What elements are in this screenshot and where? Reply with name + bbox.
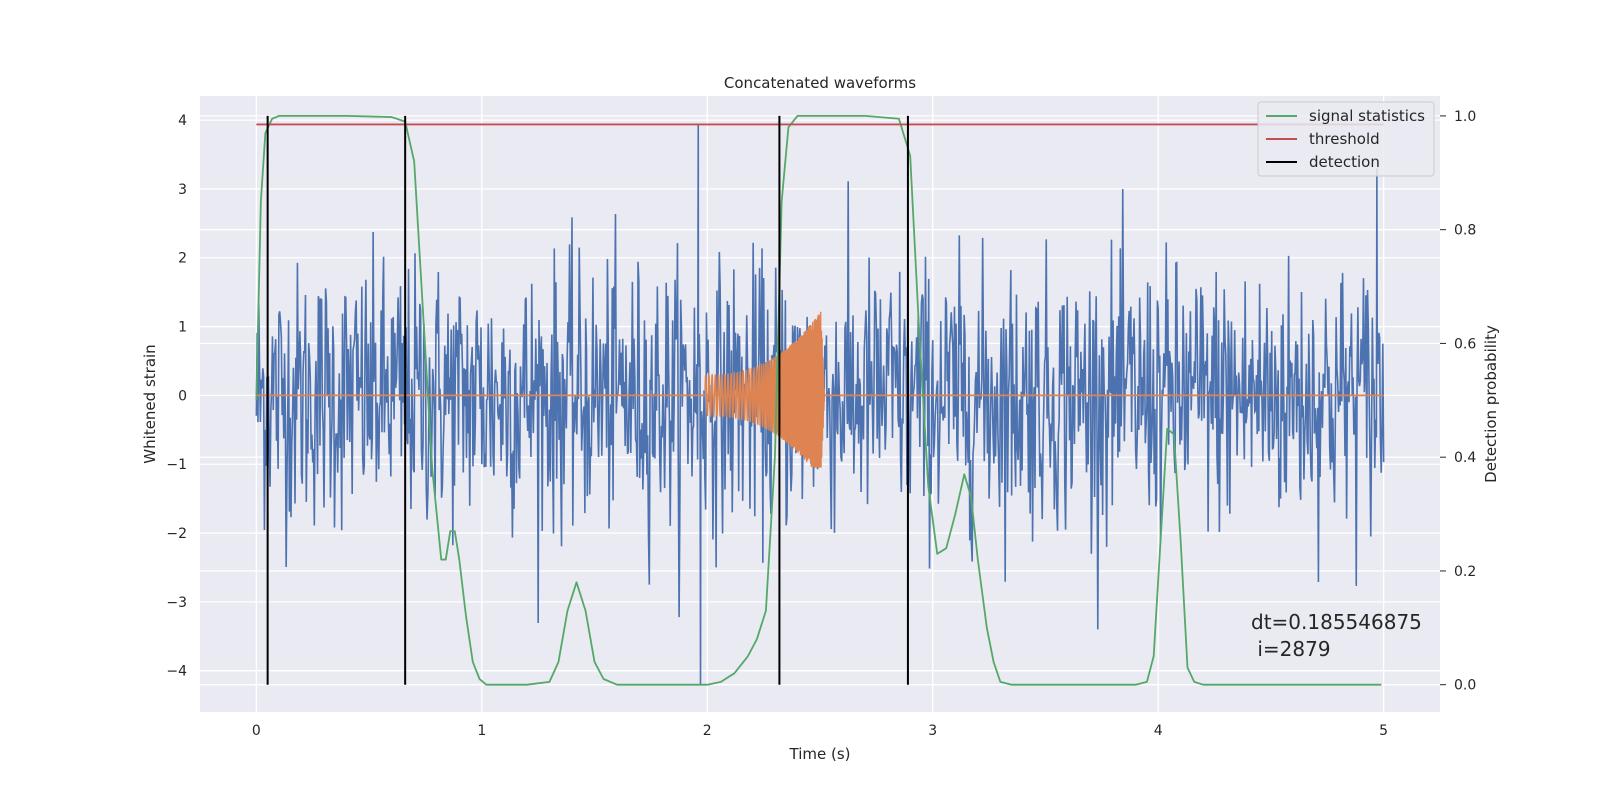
- y-tick-label: 2: [178, 251, 187, 267]
- x-tick-label: 2: [703, 723, 712, 739]
- y-tick-label: 4: [178, 113, 187, 129]
- signal-statistics-line: [255, 115, 1382, 686]
- y2-tick-label: 0.4: [1454, 450, 1476, 466]
- annotation-i: i=2879: [1251, 637, 1331, 661]
- legend-label-threshold: threshold: [1309, 130, 1380, 148]
- annotation-dt: dt=0.185546875: [1251, 610, 1422, 634]
- y2-tick-label: 0.6: [1454, 336, 1476, 352]
- legend-label-detection: detection: [1309, 153, 1380, 171]
- y-tick-label: 3: [178, 182, 187, 198]
- y-axis-label: Whitened strain: [141, 344, 159, 463]
- legend-box: [1257, 101, 1435, 177]
- x-tick-label: 1: [477, 723, 486, 739]
- y-tick-label: 0: [178, 388, 187, 404]
- chart-title: Concatenated waveforms: [724, 74, 916, 92]
- y2-tick-label: 0.8: [1454, 223, 1476, 239]
- x-tick-label: 4: [1154, 723, 1163, 739]
- x-tick-label: 3: [928, 723, 937, 739]
- y-tick-label: −3: [166, 595, 187, 611]
- x-axis-label: Time (s): [789, 745, 851, 763]
- series-layer: [255, 115, 1385, 686]
- series-injected-signal-line: [704, 311, 827, 468]
- axes: 0 1 2 3 4 5 −4 −3 −2 −1 0 1 2 3 4 0.0 0.2 0.4 0.6 0.8 1.0: [166, 109, 1476, 739]
- y-tick-label: −2: [166, 526, 187, 542]
- y2-tick-label: 0.2: [1454, 564, 1476, 580]
- y-tick-label: −4: [166, 664, 187, 680]
- y2-tick-label: 1.0: [1454, 109, 1476, 125]
- x-tick-label: 5: [1379, 723, 1388, 739]
- y-tick-label: −1: [166, 457, 187, 473]
- legend-label-signal-statistics: signal statistics: [1309, 107, 1425, 125]
- x-tick-label: 0: [252, 723, 261, 739]
- y2-tick-label: 0.0: [1454, 678, 1476, 694]
- y2-axis-label: Detection probability: [1482, 325, 1500, 483]
- y-tick-label: 1: [178, 320, 187, 336]
- legend: signal statistics threshold detection: [1257, 101, 1435, 177]
